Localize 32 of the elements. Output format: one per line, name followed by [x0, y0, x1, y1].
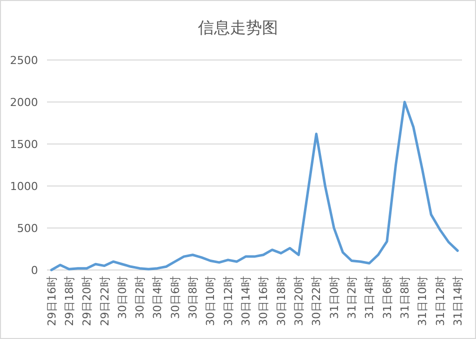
y-tick-label: 2000 — [10, 96, 38, 109]
y-tick-label: 1500 — [10, 138, 38, 151]
x-tick-label: 30日14时 — [240, 276, 253, 326]
x-tick-label: 31日14时 — [451, 276, 464, 326]
x-tick-label: 29日18时 — [62, 276, 76, 326]
x-tick-label: 30日12时 — [222, 276, 235, 326]
x-tick-label: 31日12时 — [434, 276, 447, 326]
x-tick-label: 31日0时 — [328, 276, 341, 319]
line-series — [50, 100, 459, 272]
x-tick-label: 30日2时 — [134, 276, 147, 319]
x-tick-label: 31日10时 — [416, 276, 430, 326]
y-tick-label: 0 — [31, 264, 38, 277]
x-tick-label: 30日0时 — [116, 276, 129, 319]
x-tick-label: 31日8时 — [398, 276, 412, 319]
x-tick-label: 31日2时 — [345, 276, 358, 319]
y-tick-label: 2500 — [10, 54, 38, 67]
x-tick-label: 31日4时 — [363, 276, 376, 319]
x-tick-label: 30日10时 — [204, 276, 218, 326]
x-tick-label: 30日8时 — [186, 276, 200, 319]
x-tick-label: 30日4时 — [151, 276, 164, 319]
x-tick-label: 29日16时 — [45, 276, 58, 326]
x-tick-label: 30日6时 — [168, 276, 182, 319]
x-tick-label: 29日20时 — [80, 276, 94, 326]
x-tick-label: 30日20时 — [292, 276, 306, 326]
y-tick-label: 500 — [17, 222, 38, 235]
x-tick-label: 31日6时 — [380, 276, 394, 319]
y-tick-label: 1000 — [10, 180, 38, 193]
chart-title: 信息走势图 — [198, 18, 278, 37]
x-tick-label: 30日16时 — [257, 276, 270, 326]
x-tick-label: 29日22时 — [98, 276, 112, 326]
x-tick-label: 30日22时 — [310, 276, 324, 326]
x-tick-label: 30日18时 — [274, 276, 288, 326]
